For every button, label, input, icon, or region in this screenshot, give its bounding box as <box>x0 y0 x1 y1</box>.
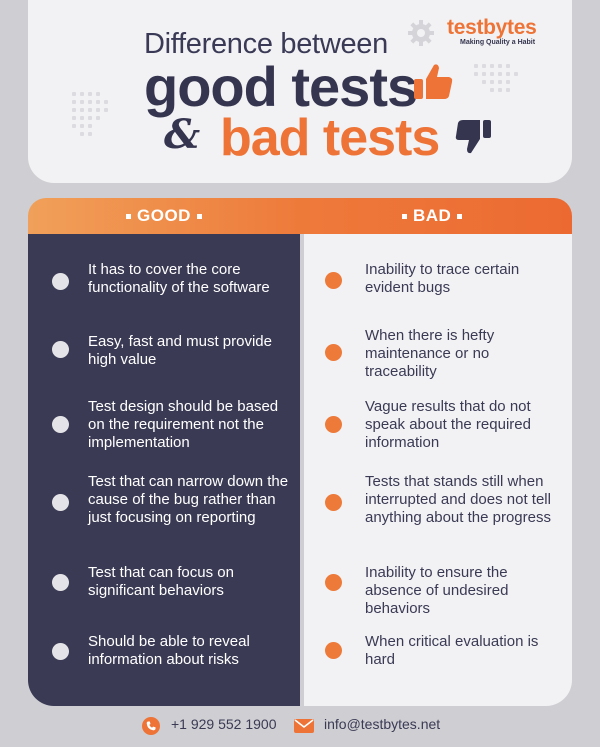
bad-item-1: Inability to trace certain evident bugs <box>365 261 520 296</box>
good-label: GOOD <box>137 206 191 225</box>
bad-bullet <box>325 272 342 289</box>
bad-item-4: Tests that stands still when interrupted… <box>365 473 551 526</box>
footer-phone[interactable]: +1 929 552 1900 <box>171 716 277 732</box>
dot-pattern-left <box>72 92 132 152</box>
bad-bullet <box>325 494 342 511</box>
thumbs-down-icon <box>455 120 491 154</box>
good-column: It has to cover the core functionality o… <box>28 234 300 706</box>
bad-item-6: When critical evaluation is hard <box>365 633 539 668</box>
header-card: testbytes Making Quality a Habit Differe… <box>28 0 572 183</box>
good-header: GOOD <box>120 206 208 226</box>
good-item-5: Test that can focus on significant behav… <box>88 564 234 599</box>
page-title-good: good tests <box>144 55 418 118</box>
good-bullet <box>52 273 69 290</box>
bad-item-5: Inability to ensure the absence of undes… <box>365 564 509 617</box>
brand-logo[interactable]: testbytes <box>447 16 537 39</box>
bad-header: BAD <box>396 206 468 226</box>
phone-icon <box>142 717 160 735</box>
brand-tagline: Making Quality a Habit <box>460 39 536 46</box>
bad-bullet <box>325 574 342 591</box>
good-item-1: It has to cover the core functionality o… <box>88 261 270 296</box>
bad-bullet <box>325 416 342 433</box>
page-title-bad: bad tests <box>220 109 440 167</box>
mail-icon <box>294 719 314 733</box>
good-bullet <box>52 341 69 358</box>
column-header: GOOD BAD <box>28 198 572 234</box>
dot-pattern-right <box>474 64 534 114</box>
bad-label: BAD <box>413 206 452 225</box>
page-title-ampersand: & <box>164 111 201 158</box>
good-bullet <box>52 574 69 591</box>
good-item-6: Should be able to reveal information abo… <box>88 633 250 668</box>
thumbs-up-icon <box>414 64 453 99</box>
bad-bullet <box>325 344 342 361</box>
good-item-2: Easy, fast and must provide high value <box>88 333 272 368</box>
footer-email[interactable]: info@testbytes.net <box>324 716 441 732</box>
bad-bullet <box>325 642 342 659</box>
bad-item-2: When there is hefty maintenance or no tr… <box>365 327 495 380</box>
good-bullet <box>52 643 69 660</box>
page-title-line1: Difference between <box>144 28 388 60</box>
gear-icon <box>408 20 434 46</box>
bad-column: Inability to trace certain evident bugs … <box>304 234 572 706</box>
bad-item-3: Vague results that do not speak about th… <box>365 398 531 451</box>
good-item-4: Test that can narrow down the cause of t… <box>88 473 289 526</box>
good-item-3: Test design should be based on the requi… <box>88 398 279 451</box>
good-bullet <box>52 416 69 433</box>
good-bullet <box>52 494 69 511</box>
